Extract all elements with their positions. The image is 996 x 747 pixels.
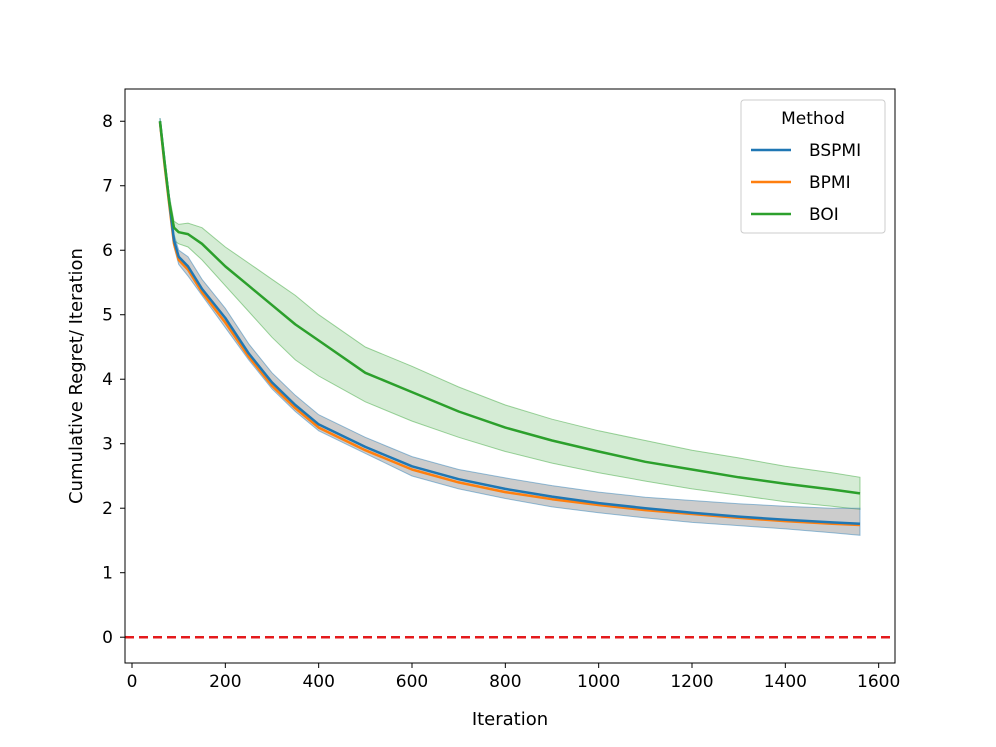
legend-title: Method	[781, 109, 845, 129]
legend-box	[740, 99, 886, 234]
legend: Method BSPMI BPMI BOI	[740, 99, 886, 234]
y-tick-label: 1	[102, 564, 113, 584]
legend-label-bspmi: BSPMI	[809, 141, 861, 161]
y-tick-label: 3	[102, 435, 113, 455]
legend-label-bpmi: BPMI	[809, 173, 851, 193]
x-tick-label: 1400	[764, 672, 807, 692]
x-tick-label: 1200	[670, 672, 713, 692]
legend-label-boi: BOI	[809, 205, 839, 225]
x-axis-ticks: 0 200 400 600 800 1000 1200 1400 1600	[127, 663, 900, 692]
y-tick-label: 6	[102, 241, 113, 261]
y-tick-label: 5	[102, 306, 113, 326]
x-tick-label: 200	[209, 672, 241, 692]
y-tick-label: 7	[102, 177, 113, 197]
x-axis-label: Iteration	[472, 709, 548, 730]
y-tick-label: 2	[102, 499, 113, 519]
plot-frame	[124, 88, 896, 664]
x-tick-label: 1000	[577, 672, 620, 692]
x-tick-label: 400	[302, 672, 334, 692]
y-axis-ticks: 0 1 2 3 4 5 6 7 8	[102, 112, 125, 648]
series-lines	[158, 121, 861, 527]
x-tick-label: 800	[489, 672, 521, 692]
x-tick-label: 600	[396, 672, 428, 692]
x-tick-label: 0	[127, 672, 138, 692]
y-axis-label: Cumulative Regret/ Iteration	[66, 248, 87, 504]
y-tick-label: 4	[102, 370, 113, 390]
x-tick-label: 1600	[857, 672, 900, 692]
line-boi	[158, 121, 861, 495]
legend-items: BSPMI BPMI BOI	[751, 141, 861, 225]
y-tick-label: 0	[102, 628, 113, 648]
y-tick-label: 8	[102, 112, 113, 132]
line-bspmi	[158, 121, 861, 525]
